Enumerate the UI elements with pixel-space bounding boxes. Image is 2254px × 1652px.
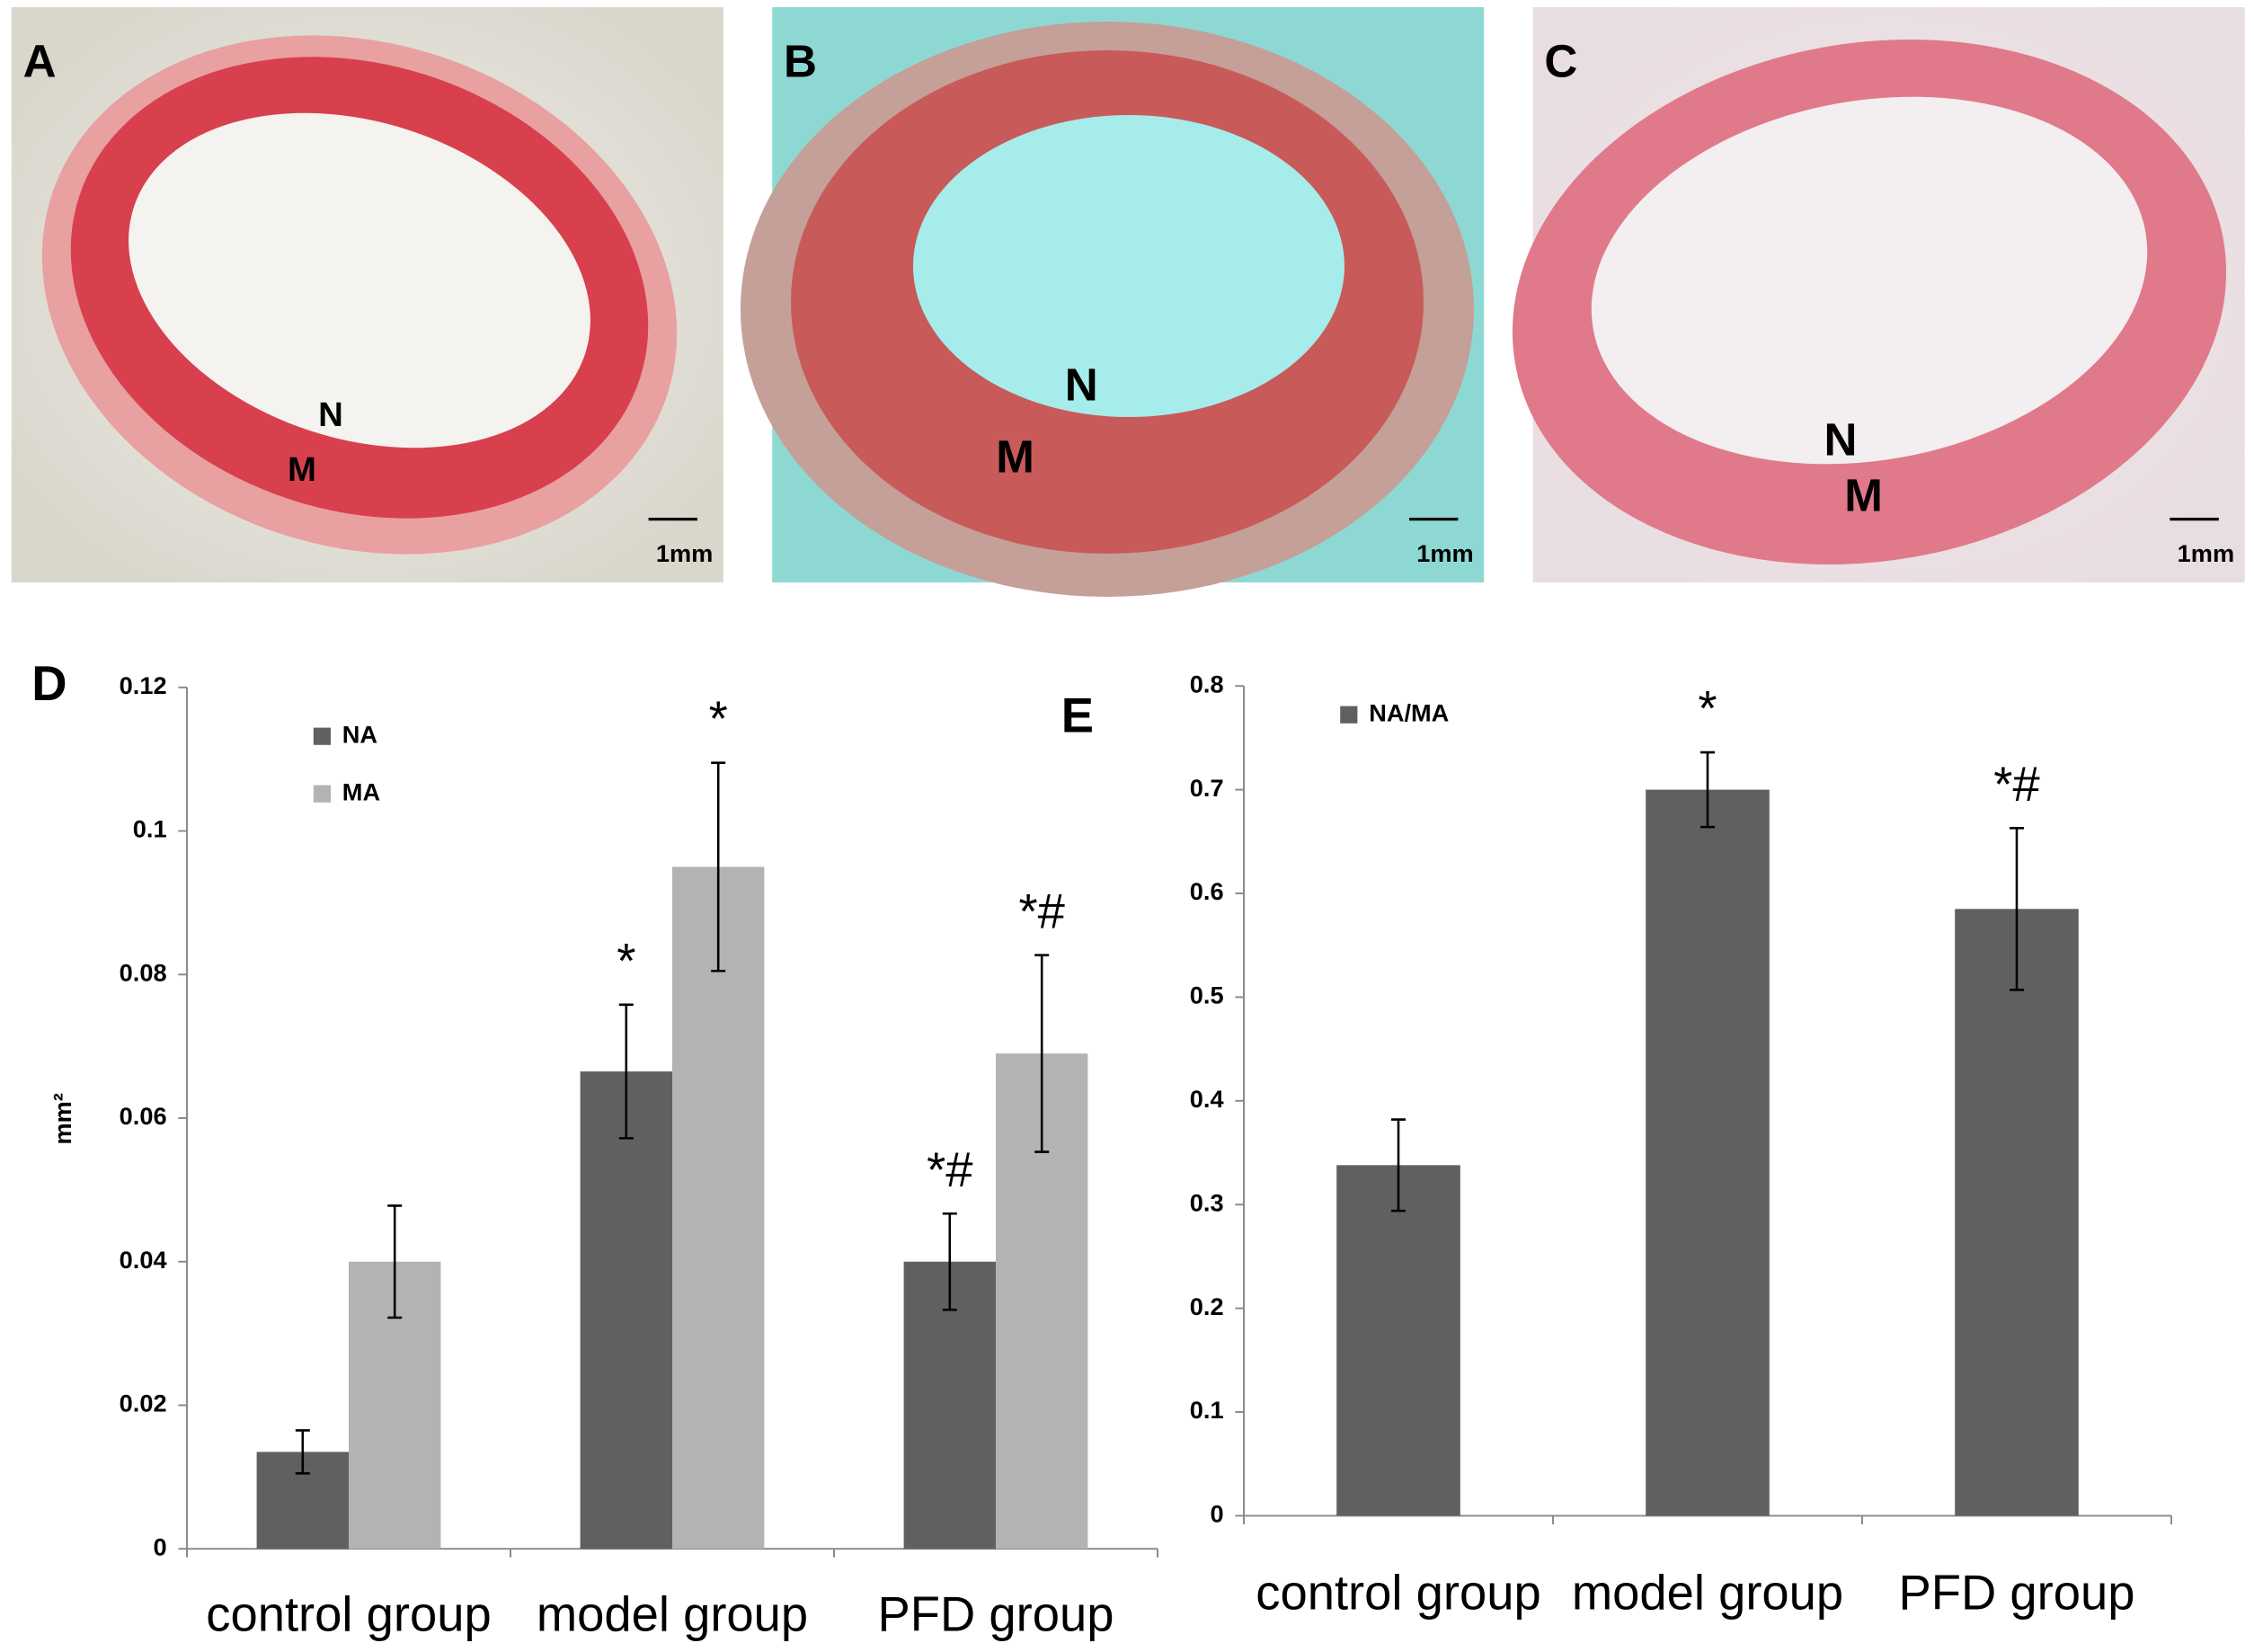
significance-label: *#	[1018, 884, 1064, 938]
panel-label: D	[31, 656, 67, 711]
y-tick-label: 0.04	[120, 1246, 167, 1274]
legend-label: NA	[342, 720, 377, 748]
error-bar	[1034, 954, 1050, 1153]
panel-label: E	[1061, 688, 1094, 742]
layer-marker: M	[288, 450, 316, 489]
significance-label: *	[709, 691, 728, 746]
y-axis-label: mm²	[49, 1093, 76, 1144]
error-bar	[942, 1212, 957, 1311]
lumen	[1591, 96, 2148, 465]
scale-bar-label: 1mm	[1416, 539, 1473, 567]
error-bar	[1700, 751, 1715, 829]
photo-c	[1512, 7, 2245, 582]
y-tick-label: 0.5	[1190, 981, 1224, 1009]
y-tick-label: 0.3	[1190, 1188, 1224, 1216]
y-tick-label: 0	[153, 1532, 166, 1560]
y-tick-label: 0.1	[1190, 1396, 1224, 1424]
panel-label: C	[1544, 36, 1577, 87]
lumen	[129, 112, 590, 449]
y-tick-label: 0.1	[133, 815, 167, 843]
photo-b	[741, 7, 1485, 597]
legend-swatch	[313, 727, 331, 745]
bar	[672, 866, 765, 1550]
x-tick-label: model group	[537, 1586, 808, 1641]
y-tick-label: 0.12	[120, 671, 167, 699]
y-tick-label: 0.08	[120, 958, 167, 986]
x-tick-label: PFD group	[877, 1586, 1114, 1641]
x-tick-label: model group	[1572, 1565, 1843, 1620]
significance-label: *	[1698, 681, 1717, 736]
bar	[1955, 909, 2079, 1516]
legend-label: NA/MA	[1369, 698, 1449, 726]
legend-swatch	[1340, 706, 1358, 724]
error-bar	[711, 761, 726, 973]
significance-label: *#	[927, 1142, 972, 1197]
significance-label: *	[617, 933, 635, 988]
layer-marker: N	[1824, 413, 1858, 465]
lumen	[913, 115, 1344, 417]
photo-a	[11, 7, 723, 582]
error-bar	[618, 1003, 634, 1140]
x-tick-label: control group	[1256, 1565, 1540, 1620]
x-tick-label: PFD group	[1898, 1565, 2134, 1620]
y-tick-label: 0.7	[1190, 774, 1224, 802]
y-tick-label: 0.8	[1190, 670, 1224, 697]
y-tick-label: 0.2	[1190, 1292, 1224, 1320]
bar	[1646, 789, 1770, 1516]
y-tick-label: 0.06	[120, 1102, 167, 1130]
layer-marker: M	[996, 431, 1034, 483]
scale-bar-label: 1mm	[656, 539, 713, 567]
error-bar	[387, 1204, 403, 1319]
bar	[1336, 1165, 1460, 1516]
legend-label: MA	[342, 777, 380, 805]
error-bar	[1391, 1118, 1406, 1212]
scale-bar-label: 1mm	[2178, 539, 2234, 567]
y-tick-label: 0.02	[120, 1390, 167, 1417]
layer-marker: N	[318, 395, 343, 434]
panel-label: A	[23, 36, 57, 87]
x-tick-label: control group	[206, 1586, 491, 1641]
significance-label: *#	[1993, 757, 2039, 812]
error-bar	[295, 1429, 310, 1475]
legend-swatch	[313, 785, 331, 803]
error-bar	[2010, 827, 2024, 991]
y-tick-label: 0	[1210, 1500, 1223, 1528]
layer-marker: M	[1844, 470, 1883, 521]
y-tick-label: 0.4	[1190, 1085, 1224, 1113]
bar	[580, 1071, 672, 1550]
y-tick-label: 0.6	[1190, 877, 1224, 905]
layer-marker: N	[1065, 360, 1098, 411]
panel-label: B	[784, 36, 817, 87]
